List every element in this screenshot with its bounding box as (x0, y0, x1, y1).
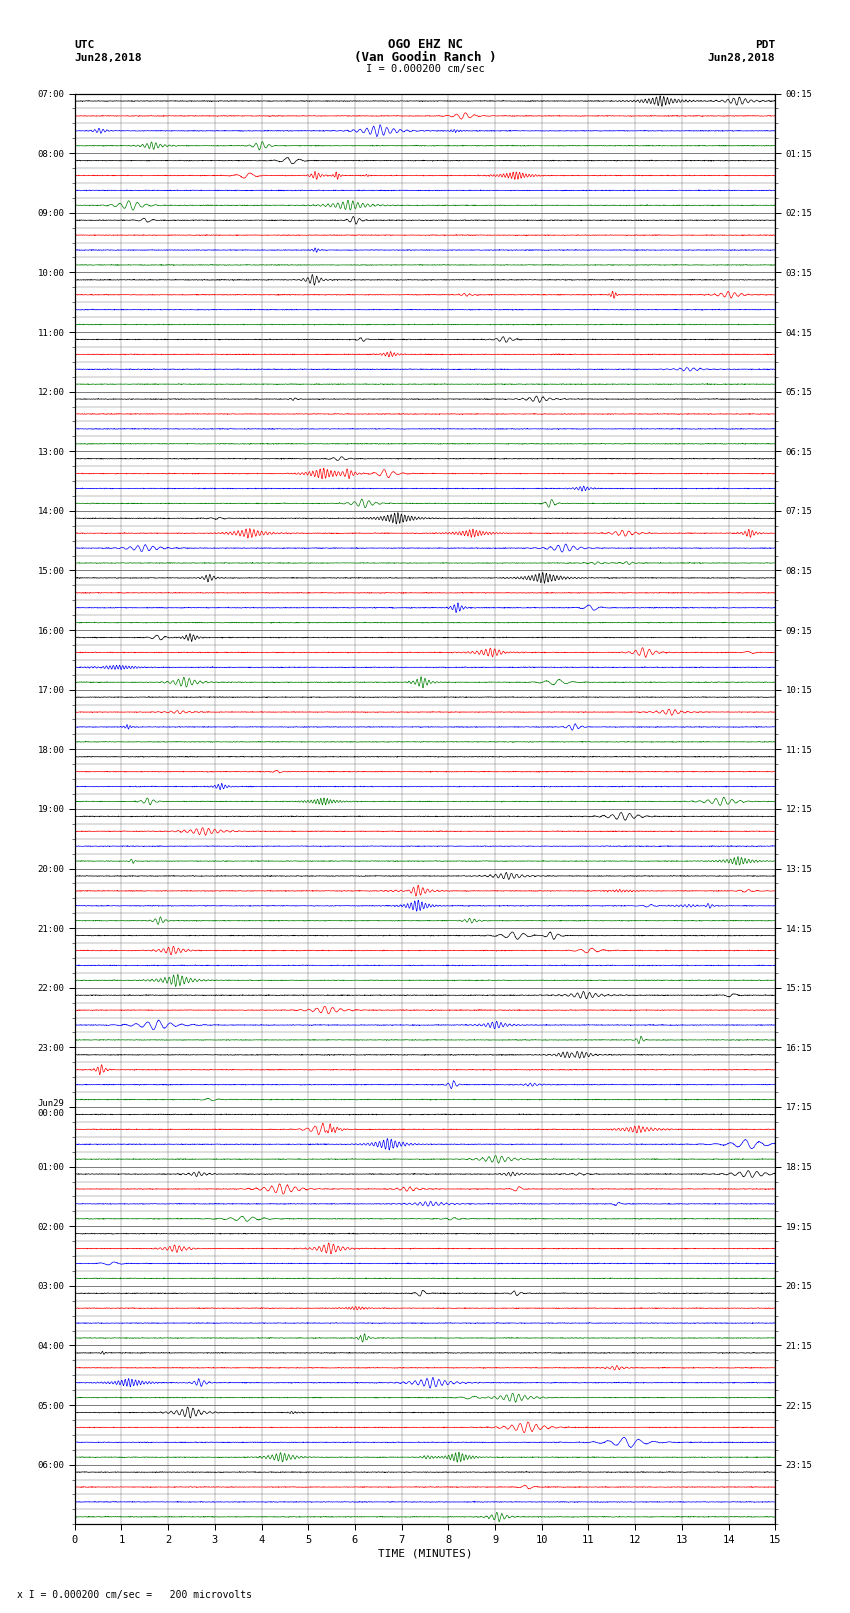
Text: I = 0.000200 cm/sec: I = 0.000200 cm/sec (366, 65, 484, 74)
Text: Jun28,2018: Jun28,2018 (75, 53, 142, 63)
Text: OGO EHZ NC: OGO EHZ NC (388, 37, 462, 52)
X-axis label: TIME (MINUTES): TIME (MINUTES) (377, 1548, 473, 1558)
Text: UTC: UTC (75, 40, 95, 50)
Text: PDT: PDT (755, 40, 775, 50)
Text: (Van Goodin Ranch ): (Van Goodin Ranch ) (354, 50, 496, 65)
Text: Jun28,2018: Jun28,2018 (708, 53, 775, 63)
Text: x I = 0.000200 cm/sec =   200 microvolts: x I = 0.000200 cm/sec = 200 microvolts (17, 1590, 252, 1600)
